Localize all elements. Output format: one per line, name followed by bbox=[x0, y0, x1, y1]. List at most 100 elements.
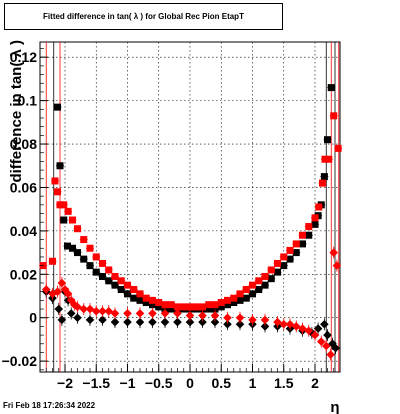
data-point bbox=[211, 301, 219, 309]
data-point bbox=[54, 188, 61, 196]
data-point bbox=[261, 272, 269, 280]
data-point bbox=[255, 286, 263, 293]
data-point bbox=[323, 330, 332, 340]
data-point bbox=[224, 301, 231, 309]
data-point bbox=[224, 296, 231, 304]
data-point bbox=[142, 294, 150, 302]
data-point bbox=[223, 319, 232, 329]
data-point bbox=[274, 268, 281, 276]
x-tick-label: −1 bbox=[120, 375, 136, 391]
data-point bbox=[167, 301, 175, 309]
data-point bbox=[79, 304, 89, 314]
data-point bbox=[86, 262, 94, 270]
data-point bbox=[161, 301, 169, 309]
data-point bbox=[324, 136, 331, 144]
x-tick-label: −1.5 bbox=[82, 375, 110, 391]
data-point bbox=[99, 272, 106, 280]
data-point bbox=[135, 317, 145, 327]
data-point bbox=[331, 343, 340, 353]
data-point bbox=[70, 300, 79, 309]
data-point bbox=[299, 240, 306, 248]
data-point bbox=[69, 244, 76, 252]
data-point bbox=[311, 214, 319, 222]
data-point bbox=[111, 272, 119, 280]
data-point bbox=[260, 322, 270, 331]
data-point bbox=[91, 306, 101, 316]
data-point bbox=[99, 259, 106, 267]
data-point bbox=[49, 257, 56, 265]
data-point bbox=[66, 296, 76, 305]
data-point bbox=[105, 266, 113, 274]
data-point bbox=[123, 317, 132, 327]
y-tick-label: −0.02 bbox=[2, 353, 38, 369]
data-point bbox=[124, 281, 131, 289]
data-point bbox=[334, 144, 342, 152]
data-point bbox=[332, 261, 342, 270]
data-point bbox=[92, 253, 100, 261]
y-axis-label: difference in tan( λ ) bbox=[8, 40, 25, 183]
data-point bbox=[148, 317, 157, 327]
y-tick-label: 0.04 bbox=[10, 223, 37, 239]
data-point bbox=[80, 236, 88, 244]
timestamp-footer: Fri Feb 18 17:26:34 2022 bbox=[3, 401, 96, 410]
data-point bbox=[328, 339, 337, 349]
data-point bbox=[205, 301, 213, 309]
data-point bbox=[310, 330, 320, 340]
x-tick-label: −2 bbox=[57, 375, 73, 391]
data-point bbox=[217, 299, 225, 307]
data-point bbox=[185, 317, 195, 327]
data-point bbox=[53, 287, 62, 296]
x-tick-label: 1 bbox=[249, 375, 257, 391]
data-point bbox=[155, 303, 163, 311]
chart-title: Fitted difference in tan( λ ) for Global… bbox=[43, 12, 244, 21]
data-point bbox=[267, 266, 275, 274]
data-point bbox=[292, 240, 300, 248]
x-tick-label: 0 bbox=[186, 375, 194, 391]
data-point bbox=[199, 303, 206, 311]
data-point bbox=[86, 244, 94, 252]
data-point bbox=[325, 155, 333, 163]
data-point bbox=[73, 313, 82, 323]
data-point bbox=[321, 341, 331, 351]
data-point bbox=[74, 249, 81, 257]
data-point bbox=[167, 305, 175, 313]
data-point bbox=[242, 294, 250, 302]
data-point bbox=[136, 290, 144, 298]
data-point bbox=[223, 313, 232, 323]
data-point bbox=[149, 301, 156, 309]
data-point bbox=[267, 275, 275, 283]
data-point bbox=[160, 309, 170, 318]
data-point bbox=[279, 319, 289, 329]
data-point bbox=[236, 290, 244, 298]
x-tick-label: 1.5 bbox=[274, 375, 294, 391]
x-tick-label: 0.5 bbox=[212, 375, 232, 391]
x-tick-label: −0.5 bbox=[145, 375, 173, 391]
data-point bbox=[230, 294, 238, 302]
data-point bbox=[56, 162, 64, 170]
y-tick-label: 0 bbox=[29, 310, 37, 326]
data-point bbox=[186, 303, 194, 311]
data-point bbox=[313, 324, 323, 333]
data-point bbox=[286, 255, 294, 263]
data-point bbox=[110, 309, 120, 318]
data-point bbox=[130, 286, 138, 293]
data-point bbox=[255, 277, 263, 285]
data-point bbox=[69, 216, 76, 224]
data-point bbox=[173, 309, 182, 318]
data-point bbox=[320, 173, 328, 181]
data-point bbox=[117, 277, 125, 285]
data-point bbox=[327, 84, 335, 92]
data-point bbox=[111, 281, 119, 289]
data-point bbox=[185, 311, 195, 320]
data-point bbox=[57, 278, 67, 288]
data-point bbox=[142, 299, 150, 307]
chart-title-box: Fitted difference in tan( λ ) for Global… bbox=[4, 3, 283, 30]
data-point bbox=[286, 246, 294, 254]
data-point bbox=[210, 317, 220, 327]
data-point bbox=[292, 249, 300, 257]
data-point bbox=[54, 304, 64, 314]
data-point bbox=[304, 326, 314, 336]
data-point bbox=[135, 309, 145, 318]
data-point bbox=[110, 317, 120, 327]
